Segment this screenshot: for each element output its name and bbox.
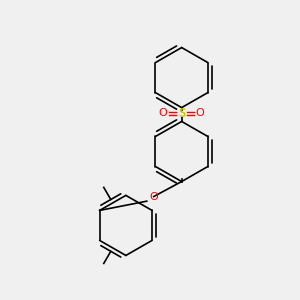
Text: S: S xyxy=(178,107,185,120)
Text: O: O xyxy=(159,108,167,118)
Text: O: O xyxy=(149,191,158,202)
Text: O: O xyxy=(196,108,205,118)
